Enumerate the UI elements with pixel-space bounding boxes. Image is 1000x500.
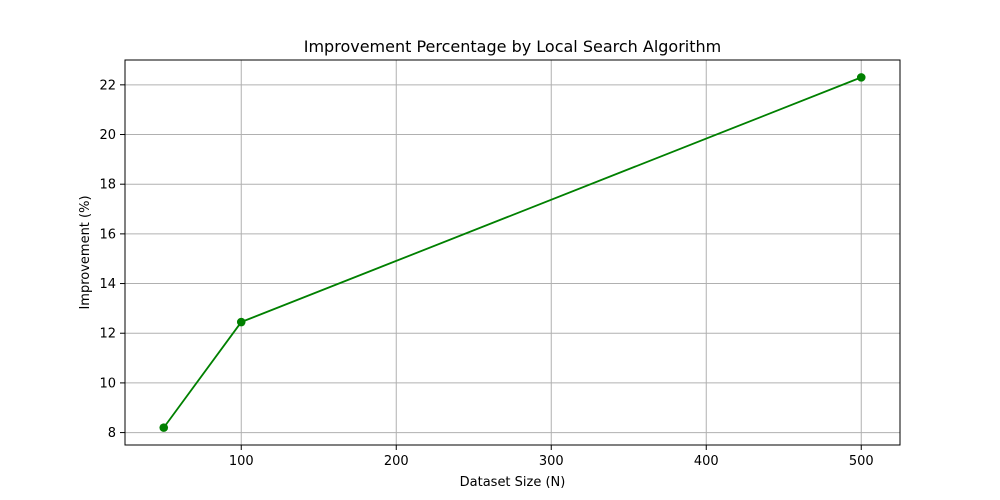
series-line <box>163 76 862 429</box>
y-tick-label: 22 <box>99 78 116 93</box>
data-point <box>159 423 169 432</box>
y-tick-label: 8 <box>108 426 116 441</box>
data-point <box>856 73 866 82</box>
grid <box>125 60 900 445</box>
x-axis-ticks: 100 200 300 400 500 <box>229 445 874 469</box>
x-tick-label: 100 <box>229 454 254 469</box>
x-tick-label: 300 <box>539 454 564 469</box>
y-axis-ticks: 8 10 12 14 16 18 20 22 <box>99 78 125 441</box>
x-axis-label: Dataset Size (N) <box>460 475 566 490</box>
series-layer <box>159 73 866 432</box>
y-tick-label: 18 <box>99 178 116 193</box>
chart-title: Improvement Percentage by Local Search A… <box>304 37 722 56</box>
data-point <box>236 317 246 327</box>
plot-frame <box>124 59 901 446</box>
x-tick-label: 200 <box>384 454 409 469</box>
x-tick-label: 400 <box>694 454 719 469</box>
y-tick-label: 12 <box>99 327 116 342</box>
x-tick-label: 500 <box>849 454 874 469</box>
y-tick-label: 10 <box>99 376 116 391</box>
y-tick-label: 16 <box>99 227 116 242</box>
y-tick-label: 20 <box>99 128 116 143</box>
y-axis-label: Improvement (%) <box>78 195 93 309</box>
y-tick-label: 14 <box>99 277 116 292</box>
